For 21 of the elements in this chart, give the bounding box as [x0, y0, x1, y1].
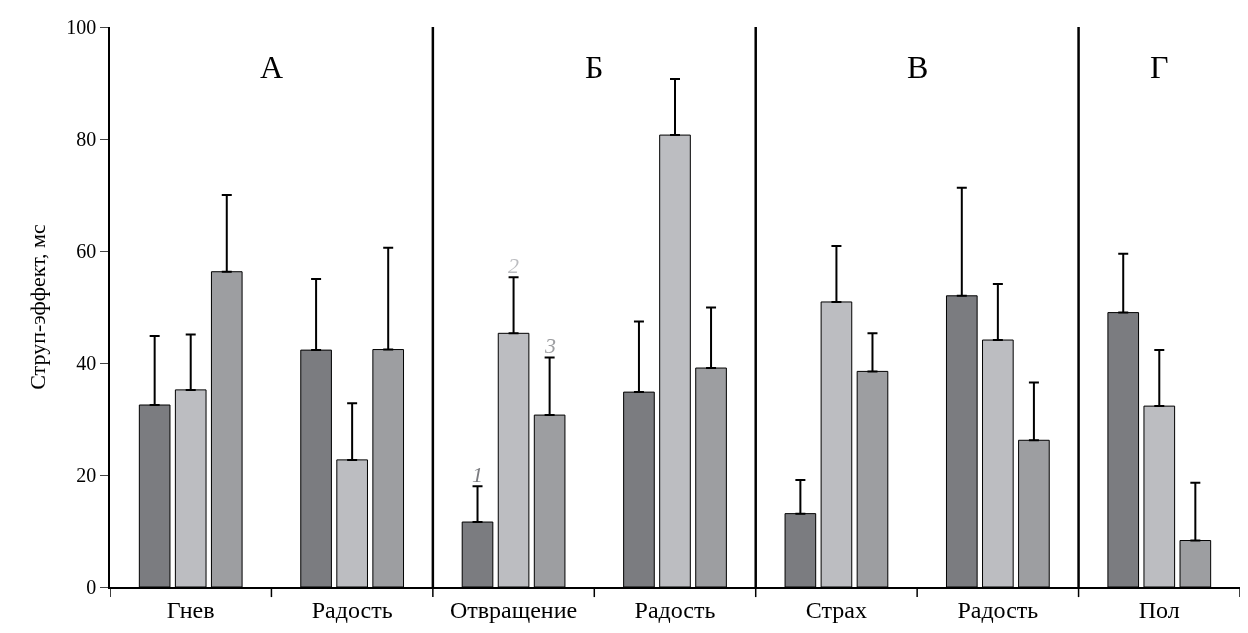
y-tick-label: 40 — [76, 352, 97, 374]
x-tick-label: Радость — [957, 596, 1039, 623]
annotation: В — [907, 49, 929, 85]
y-axis-title: Струп-эффект, мс — [24, 223, 50, 390]
y-tick-label: 60 — [76, 240, 97, 262]
x-tick-label: Радость — [634, 596, 716, 623]
y-tick-label: 100 — [66, 16, 97, 38]
annotation: Г — [1150, 49, 1169, 85]
text: 3 — [544, 333, 556, 358]
y-tick-label: 20 — [76, 464, 97, 486]
x-tick-label: Гнев — [166, 596, 215, 623]
x-tick-label: Радость — [311, 596, 393, 623]
y-tick-label: 80 — [76, 128, 97, 150]
x-tick-label: Страх — [805, 596, 867, 623]
annotation: Б — [585, 49, 604, 85]
text: 2 — [508, 253, 519, 278]
x-tick-label: Отвращение — [449, 596, 578, 623]
annotation: А — [260, 49, 284, 85]
y-tick-label: 0 — [86, 576, 97, 598]
x-tick-label: Пол — [1138, 596, 1180, 623]
series-label: 1 — [472, 462, 483, 487]
